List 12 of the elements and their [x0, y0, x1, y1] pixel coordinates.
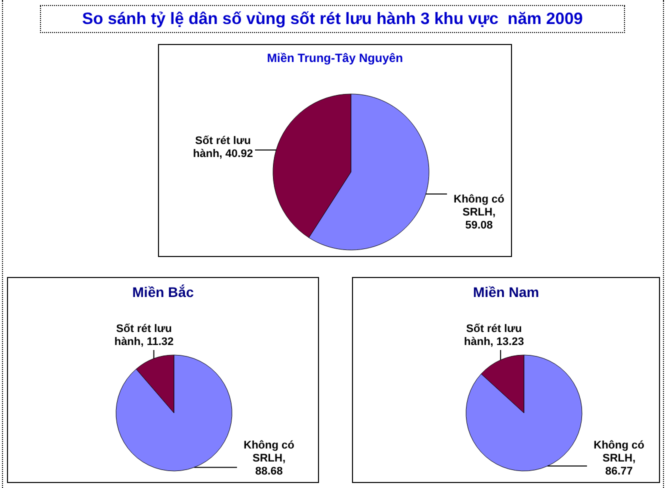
data-label: Sốt rét lưu hành, 11.32: [114, 323, 174, 348]
pie-slice: [466, 354, 582, 472]
data-label: Sốt rét lưu hành, 40.92: [193, 135, 253, 160]
pie-slice: [116, 354, 232, 472]
chart-title: Miền Bắc: [131, 284, 195, 300]
data-label: Không có SRLH, 59.08: [454, 194, 505, 232]
data-label: Không có SRLH, 86.77: [594, 440, 645, 478]
chart-subtitle: Miền Trung-Tây Nguyên: [266, 51, 404, 65]
chart-title: Miền Nam: [472, 284, 540, 300]
data-label: Không có SRLH, 88.68: [244, 440, 295, 478]
chart-title: So sánh tỷ lệ dân số vùng sốt rét lưu hành 3 khu vực năm 2009: [40, 5, 625, 33]
data-label: Sốt rét lưu hành, 13.23: [464, 323, 524, 348]
